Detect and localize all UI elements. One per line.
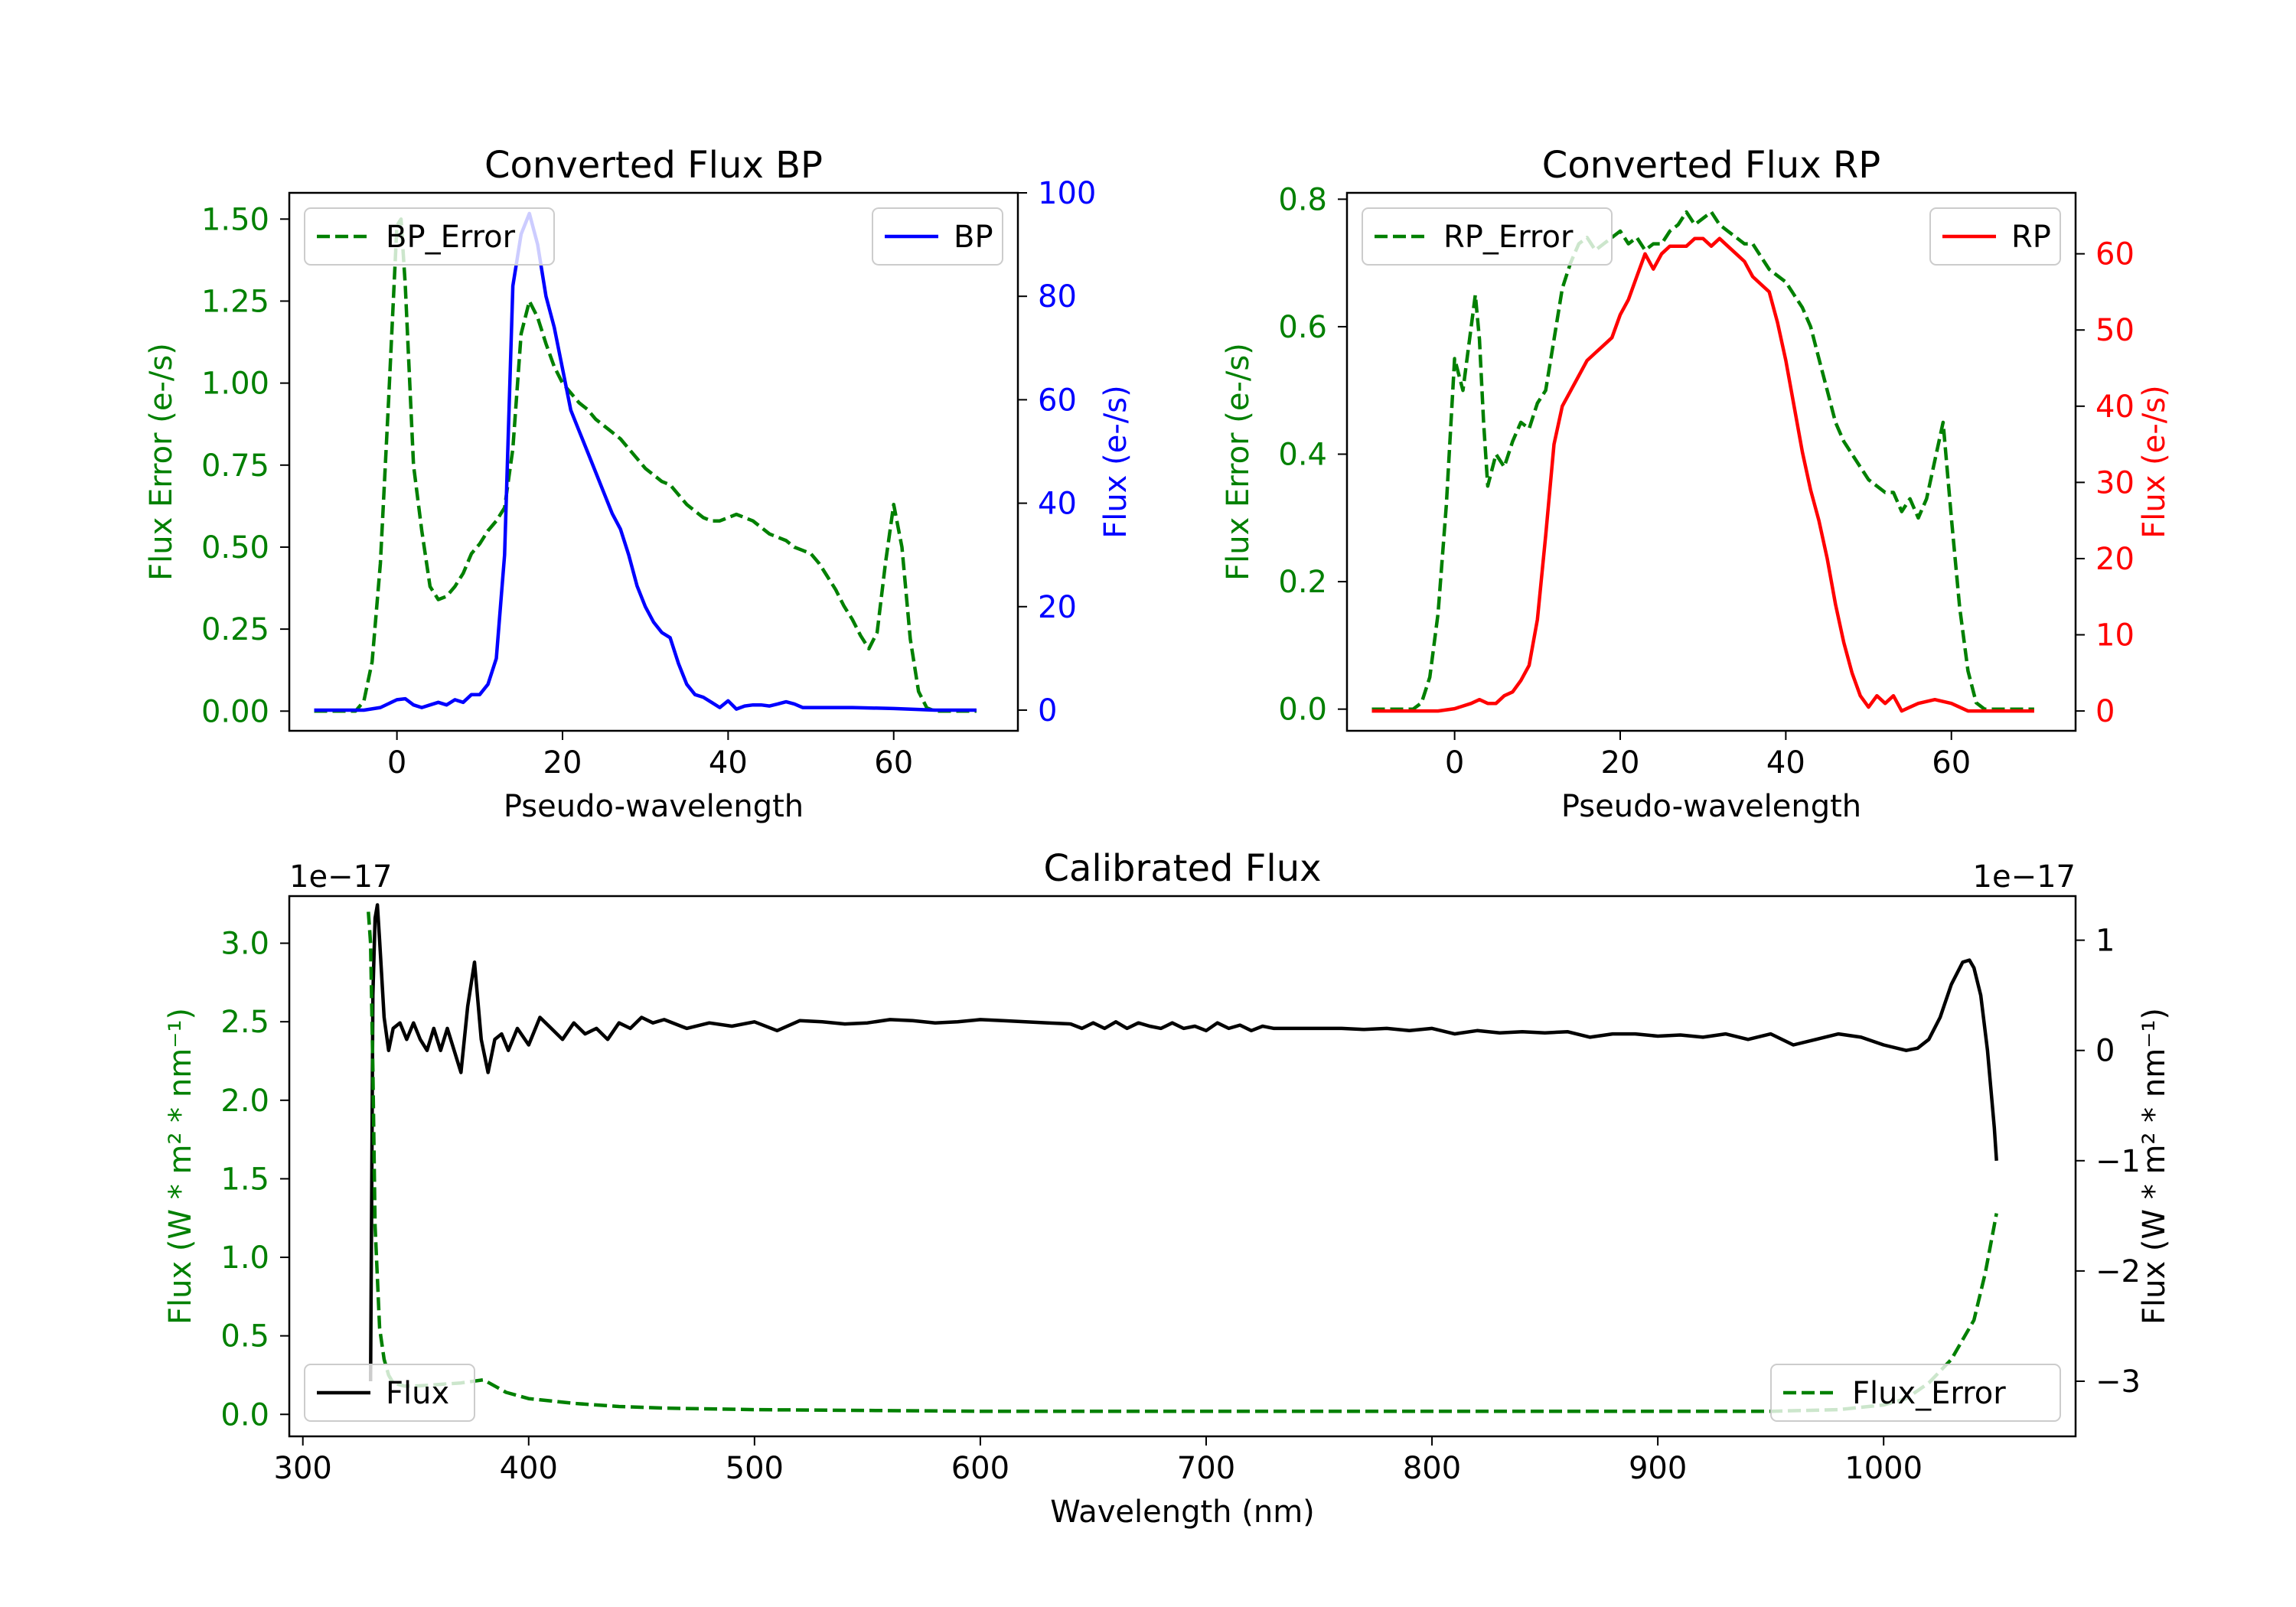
legend-box (304, 207, 555, 266)
legend-label: RP (2011, 220, 2051, 255)
right-y-axis-label: Flux (W * m² * nm⁻¹) (2137, 1008, 2172, 1325)
right-y-offset-text: 1e−17 (1973, 859, 2076, 895)
rp-series (1371, 210, 2034, 713)
right-y-tick-label: 10 (2095, 618, 2135, 654)
series-line-bp-error (314, 217, 977, 713)
series-line-flux (368, 903, 1998, 1382)
left-y-tick-label: 0.50 (201, 530, 269, 566)
left-y-tick-label: 1.0 (220, 1240, 269, 1276)
legend-box (1362, 207, 1613, 266)
left-y-tick-label: 3.0 (220, 927, 269, 962)
legend-rp-error: RP_Error (1362, 207, 1613, 266)
left-y-axis-label: Flux (W * m² * nm⁻¹) (163, 1008, 198, 1325)
bp-axes-frame (288, 191, 1019, 732)
left-y-tick-label: 2.0 (220, 1084, 269, 1119)
left-y-tick-label: 0.25 (201, 612, 269, 647)
legend-box (304, 1364, 475, 1422)
x-tick-label: 60 (874, 745, 913, 781)
left-y-tick-label: 0.8 (1278, 182, 1327, 217)
right-y-tick-label: 50 (2095, 313, 2135, 348)
left-y-tick-label: 0.4 (1278, 438, 1327, 473)
right-y-tick-label: −3 (2095, 1364, 2141, 1400)
x-tick-label: 20 (543, 745, 582, 781)
legend-flux: Flux (304, 1364, 475, 1422)
x-tick-label: 900 (1629, 1451, 1687, 1486)
bp-series (314, 211, 977, 713)
series-line-bp (314, 211, 977, 712)
right-y-tick-label: 0 (1038, 693, 1057, 729)
x-axis-label: Pseudo-wavelength (1561, 789, 1861, 824)
left-y-tick-label: 0.75 (201, 448, 269, 484)
x-axis-label: Wavelength (nm) (1050, 1495, 1315, 1530)
legend-label: RP_Error (1443, 220, 1574, 255)
legend-bp: BP (872, 207, 1003, 266)
bp-chart: 0 20 40 60 Pseudo-wavelength Converted Flux B… (144, 144, 1133, 824)
left-y-tick-label: 1.5 (220, 1162, 269, 1197)
left-y-tick-label: 0.0 (220, 1397, 269, 1433)
x-tick-label: 600 (951, 1451, 1009, 1486)
right-y-tick-label: 60 (2095, 237, 2135, 272)
right-y-tick-label: 0 (2095, 1034, 2115, 1069)
right-y-tick-label: 30 (2095, 465, 2135, 500)
right-y-tick-label: 20 (2095, 542, 2135, 577)
cal-chart: 300 400 500 600 700 800 900 1000 Wavelength (nm)… (163, 847, 2172, 1530)
rp-axes-frame (1345, 191, 2077, 732)
x-tick-label: 0 (1445, 745, 1464, 781)
left-y-tick-label: 0.6 (1278, 310, 1327, 345)
right-y-tick-label: 40 (1038, 487, 1077, 522)
legend-label: Flux_Error (1852, 1376, 2006, 1411)
legend-box (1770, 1364, 2061, 1422)
left-y-tick-label: 0.2 (1278, 565, 1327, 600)
chart-title: Converted Flux RP (1542, 144, 1880, 187)
cal-axes-frame (288, 895, 2077, 1438)
x-tick-label: 1000 (1844, 1451, 1923, 1486)
x-tick-label: 700 (1177, 1451, 1235, 1486)
x-tick-label: 40 (709, 745, 748, 781)
x-tick-label: 40 (1766, 745, 1805, 781)
right-y-tick-label: 60 (1038, 383, 1077, 418)
series-line-rp (1371, 236, 2034, 713)
left-y-tick-label: 1.50 (201, 202, 269, 237)
legend-label: BP_Error (386, 220, 516, 255)
legend-label: Flux (386, 1376, 449, 1411)
x-axis-label: Pseudo-wavelength (504, 789, 804, 824)
left-y-offset-text: 1e−17 (289, 859, 392, 895)
left-y-tick-label: 0.5 (220, 1319, 269, 1354)
right-y-tick-label: 100 (1038, 176, 1096, 211)
legend-bp-error: BP_Error (304, 207, 555, 266)
chart-title: Converted Flux BP (484, 144, 823, 187)
right-y-tick-label: 1 (2095, 924, 2115, 959)
chart-title: Calibrated Flux (1043, 847, 1321, 890)
x-tick-label: 400 (500, 1451, 558, 1486)
left-y-tick-label: 0.00 (201, 694, 269, 729)
left-y-tick-label: 0.0 (1278, 693, 1327, 728)
right-y-tick-label: 80 (1038, 279, 1077, 315)
x-tick-label: 800 (1403, 1451, 1461, 1486)
x-tick-label: 20 (1601, 745, 1640, 781)
left-y-tick-label: 1.00 (201, 367, 269, 402)
x-tick-label: 0 (387, 745, 406, 781)
left-y-tick-label: 1.25 (201, 284, 269, 319)
right-y-axis-label: Flux (e-/s) (2137, 385, 2172, 538)
x-tick-label: 60 (1932, 745, 1971, 781)
legend-label: BP (954, 220, 993, 255)
right-y-axis-label: Flux (e-/s) (1098, 385, 1133, 538)
legend-rp: RP (1929, 207, 2061, 266)
left-y-tick-label: 2.5 (220, 1005, 269, 1040)
right-y-tick-label: 0 (2095, 694, 2115, 729)
rp-chart: 0 20 40 60 Pseudo-wavelength Converted Flux R… (1221, 144, 2172, 824)
left-y-axis-label: Flux Error (e-/s) (144, 343, 179, 581)
legend-flux-error: Flux_Error (1770, 1364, 2061, 1422)
right-y-tick-label: −1 (2095, 1144, 2141, 1179)
right-y-tick-label: −2 (2095, 1254, 2141, 1289)
x-tick-label: 300 (274, 1451, 332, 1486)
x-tick-label: 500 (726, 1451, 784, 1486)
right-y-tick-label: 40 (2095, 390, 2135, 425)
right-y-tick-label: 20 (1038, 590, 1077, 625)
left-y-axis-label: Flux Error (e-/s) (1221, 343, 1256, 581)
